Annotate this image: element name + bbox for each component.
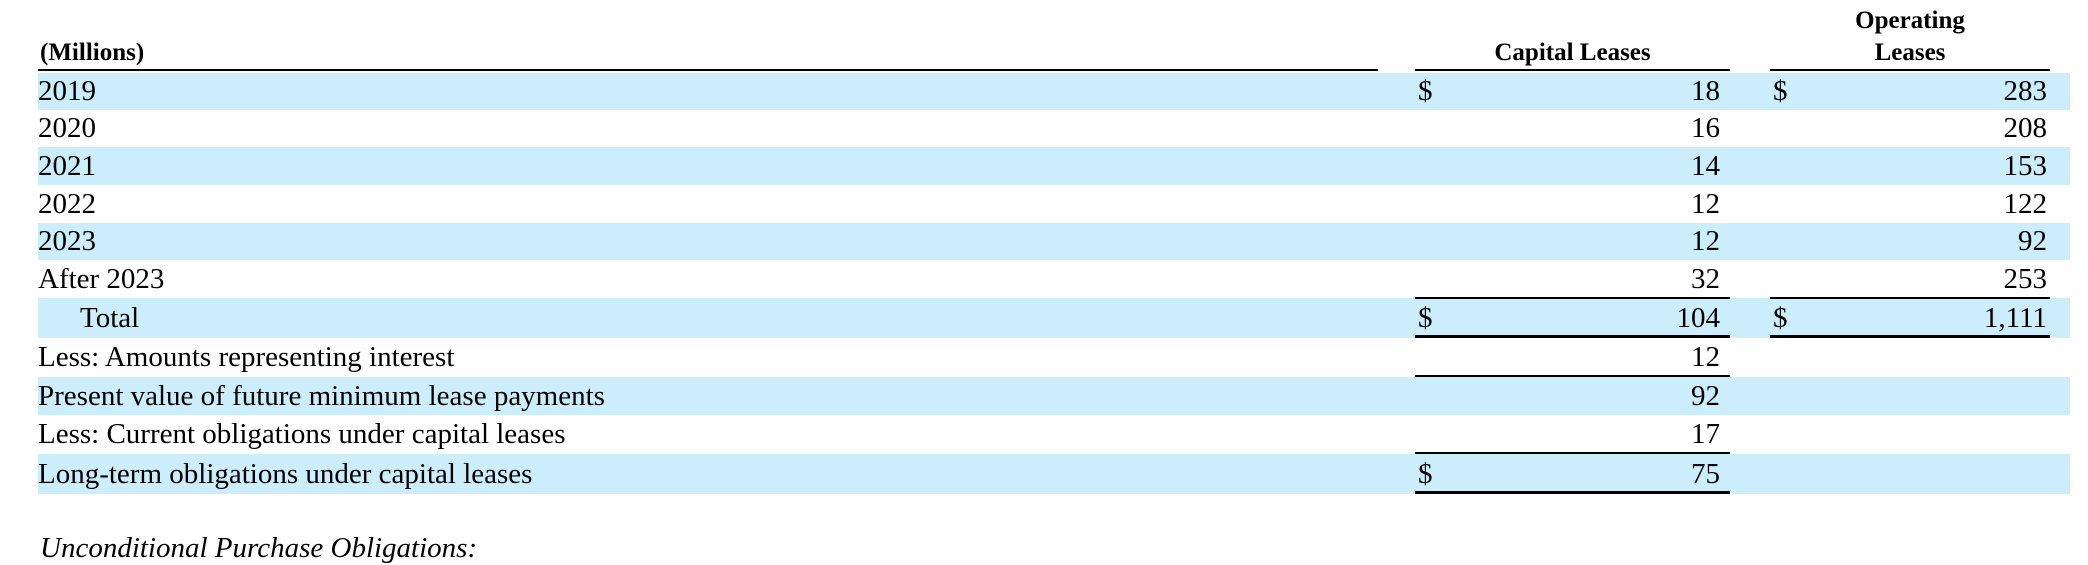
capital-lease-value: 12	[1691, 341, 1720, 373]
operating-dollar-sign	[1773, 377, 1803, 415]
capital-lease-value: 75	[1691, 457, 1720, 490]
capital-lease-value: 32	[1691, 262, 1720, 295]
total-rule-capital	[1415, 491, 1730, 494]
operating-dollar-sign	[1773, 260, 1803, 298]
table-row: 2019 $18 $283	[38, 73, 2070, 110]
row-label: After 2023	[38, 262, 165, 295]
row-label: Total	[80, 301, 140, 334]
capital-dollar-sign	[1418, 185, 1448, 223]
operating-lease-value: 283	[2003, 75, 2048, 107]
capital-lease-value: 18	[1691, 75, 1720, 107]
operating-dollar-sign	[1773, 185, 1803, 223]
header-capital-leases: Capital Leases	[1494, 39, 1651, 66]
operating-dollar-sign	[1773, 110, 1803, 147]
table-row: Less: Current obligations under capital …	[38, 415, 2070, 454]
capital-dollar-sign: $	[1418, 301, 1433, 334]
capital-dollar-sign	[1418, 147, 1448, 185]
row-label: 2023	[38, 225, 96, 257]
capital-dollar-sign	[1418, 110, 1448, 147]
header-millions: (Millions)	[40, 39, 145, 66]
row-label: 2022	[38, 187, 96, 220]
capital-lease-value: 14	[1691, 149, 1720, 182]
row-label: 2019	[38, 75, 96, 107]
operating-lease-value	[1847, 415, 2047, 454]
table-row: 2023 12 92	[38, 223, 2070, 260]
operating-dollar-sign	[1773, 147, 1803, 185]
capital-lease-value: 12	[1691, 187, 1720, 220]
operating-lease-value: 208	[2003, 112, 2048, 144]
capital-dollar-sign: $	[1418, 75, 1433, 107]
header-rule-label	[38, 69, 1378, 71]
subtotal-rule-operating	[1770, 297, 2050, 299]
table-row: Less: Amounts representing interest 12	[38, 338, 2070, 377]
row-label: 2021	[38, 149, 96, 182]
table-row: After 2023 32 253	[38, 260, 2070, 298]
operating-dollar-sign: $	[1773, 75, 1788, 107]
operating-lease-value: 253	[2003, 262, 2048, 295]
row-label: Less: Amounts representing interest	[38, 341, 455, 373]
header-rule-capital	[1415, 69, 1730, 71]
row-label: Less: Current obligations under capital …	[38, 418, 566, 450]
operating-lease-value	[1847, 377, 2047, 415]
operating-dollar-sign	[1773, 415, 1803, 454]
operating-lease-value: 92	[2018, 225, 2047, 257]
header-rule-operating	[1770, 69, 2050, 71]
capital-lease-value: 17	[1691, 418, 1720, 450]
capital-lease-value: 92	[1691, 379, 1720, 412]
capital-dollar-sign	[1418, 260, 1448, 298]
operating-dollar-sign	[1773, 223, 1803, 260]
table-row: 2022 12 122	[38, 185, 2070, 223]
capital-lease-value: 16	[1691, 112, 1720, 144]
capital-lease-value: 12	[1691, 225, 1720, 257]
operating-dollar-sign	[1773, 338, 1803, 377]
operating-dollar-sign	[1773, 454, 1803, 494]
table-row: 2021 14 153	[38, 147, 2070, 185]
capital-lease-value: 104	[1676, 301, 1721, 334]
operating-lease-value: 1,111	[1983, 301, 2047, 334]
subtotal-rule-capital	[1415, 375, 1730, 377]
header-operating-leases-line2: Leases	[1874, 39, 1946, 66]
capital-dollar-sign: $	[1418, 457, 1433, 490]
subtotal-rule-capital	[1415, 452, 1730, 454]
header-operating-leases-line1: Operating	[1855, 7, 1965, 34]
table-row: Long-term obligations under capital leas…	[38, 454, 2070, 494]
capital-dollar-sign	[1418, 377, 1448, 415]
row-label: Present value of future minimum lease pa…	[38, 379, 605, 412]
table-row: Total $104 $1,111	[38, 297, 2070, 338]
row-label: 2020	[38, 112, 96, 144]
table-row: 2020 16 208	[38, 110, 2070, 147]
total-rule-operating	[1770, 335, 2050, 338]
table-row: Present value of future minimum lease pa…	[38, 377, 2070, 415]
operating-dollar-sign: $	[1773, 301, 1788, 334]
capital-dollar-sign	[1418, 338, 1448, 377]
operating-lease-value	[1847, 454, 2047, 494]
capital-dollar-sign	[1418, 223, 1448, 260]
section-heading-unconditional-purchase-obligations: Unconditional Purchase Obligations:	[40, 532, 478, 564]
subtotal-rule-capital	[1415, 297, 1730, 299]
operating-lease-value: 122	[2003, 187, 2048, 220]
operating-lease-value: 153	[2003, 149, 2048, 182]
total-rule-capital	[1415, 335, 1730, 338]
capital-dollar-sign	[1418, 415, 1448, 454]
row-label: Long-term obligations under capital leas…	[38, 457, 533, 490]
operating-lease-value	[1847, 338, 2047, 377]
